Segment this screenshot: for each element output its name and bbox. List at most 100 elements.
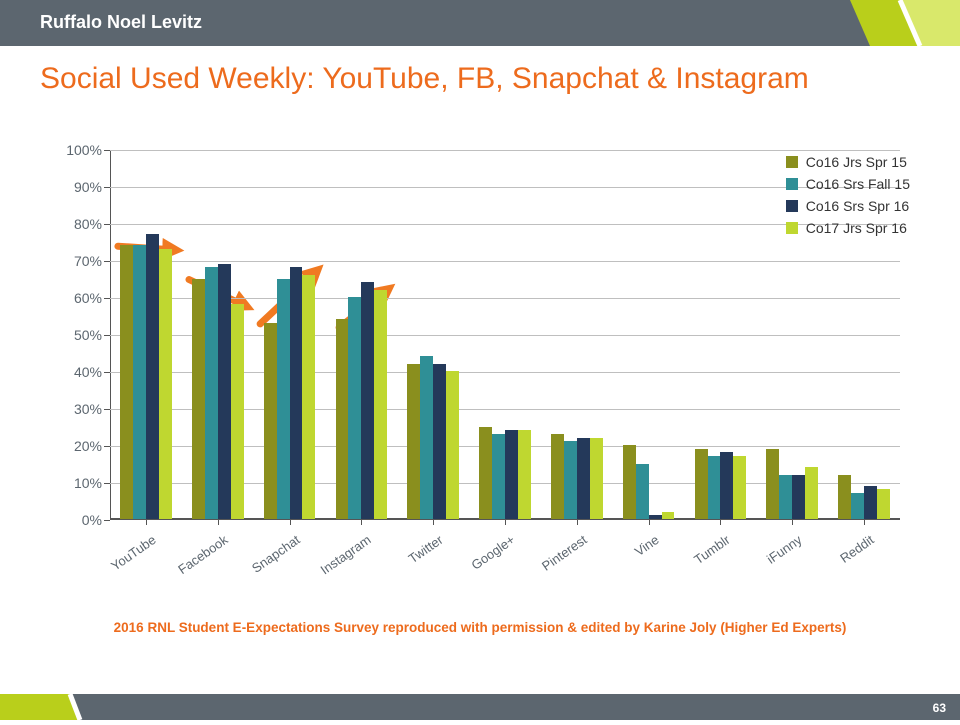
bar — [231, 304, 244, 519]
x-tick — [361, 519, 362, 525]
bar — [348, 297, 361, 519]
y-tick-label: 80% — [54, 216, 102, 232]
legend-label: Co16 Jrs Spr 15 — [806, 154, 907, 170]
bar — [590, 438, 603, 519]
bar — [407, 364, 420, 519]
bar — [479, 427, 492, 520]
x-tick — [146, 519, 147, 525]
legend-swatch — [786, 222, 798, 234]
x-tick-label: Google+ — [468, 532, 517, 573]
x-tick — [649, 519, 650, 525]
x-tick — [218, 519, 219, 525]
bar — [551, 434, 564, 519]
bar — [374, 290, 387, 519]
x-tick-label: Twitter — [406, 532, 446, 566]
chart-container: 0%10%20%30%40%50%60%70%80%90%100%YouTube… — [40, 130, 920, 590]
y-tick-label: 100% — [54, 142, 102, 158]
bar — [877, 489, 890, 519]
bar — [264, 323, 277, 519]
bar — [492, 434, 505, 519]
x-tick-label: Facebook — [175, 532, 230, 577]
bar — [290, 267, 303, 519]
y-tick — [104, 372, 110, 373]
bar — [733, 456, 746, 519]
bar — [518, 430, 531, 519]
gridline — [110, 224, 900, 225]
gridline — [110, 261, 900, 262]
x-tick-label: iFunny — [764, 532, 805, 567]
y-tick — [104, 261, 110, 262]
x-tick — [290, 519, 291, 525]
bar — [192, 279, 205, 520]
bar — [159, 249, 172, 519]
bar — [433, 364, 446, 519]
bar — [505, 430, 518, 519]
bar — [636, 464, 649, 520]
bar — [851, 493, 864, 519]
y-tick-label: 70% — [54, 253, 102, 269]
y-tick — [104, 409, 110, 410]
x-tick — [577, 519, 578, 525]
bar — [218, 264, 231, 519]
slide-title: Social Used Weekly: YouTube, FB, Snapcha… — [40, 62, 809, 96]
bar — [766, 449, 779, 519]
plot-area: 0%10%20%30%40%50%60%70%80%90%100%YouTube… — [110, 150, 900, 520]
legend-item: Co17 Jrs Spr 16 — [786, 220, 910, 236]
bar — [792, 475, 805, 519]
bar — [577, 438, 590, 519]
legend-swatch — [786, 200, 798, 212]
bar — [649, 515, 662, 519]
bottom-accent — [0, 694, 90, 720]
y-tick — [104, 224, 110, 225]
x-tick-label: Pinterest — [539, 532, 590, 574]
x-tick-label: Reddit — [837, 532, 876, 566]
y-tick-label: 50% — [54, 327, 102, 343]
legend: Co16 Jrs Spr 15 Co16 Srs Fall 15 Co16 Srs … — [786, 148, 910, 242]
bar — [623, 445, 636, 519]
y-tick — [104, 298, 110, 299]
bar — [864, 486, 877, 519]
bar — [720, 452, 733, 519]
x-tick — [864, 519, 865, 525]
bar — [336, 319, 349, 519]
legend-swatch — [786, 156, 798, 168]
gridline — [110, 150, 900, 151]
bar — [205, 267, 218, 519]
y-tick-label: 30% — [54, 401, 102, 417]
y-tick — [104, 483, 110, 484]
legend-item: Co16 Jrs Spr 15 — [786, 154, 910, 170]
legend-item: Co16 Srs Fall 15 — [786, 176, 910, 192]
y-tick-label: 20% — [54, 438, 102, 454]
legend-label: Co16 Srs Fall 15 — [806, 176, 910, 192]
x-tick — [720, 519, 721, 525]
y-tick-label: 10% — [54, 475, 102, 491]
bar — [779, 475, 792, 519]
x-tick-label: Tumblr — [692, 532, 733, 567]
x-tick-label: Instagram — [318, 532, 374, 577]
bar — [133, 245, 146, 519]
x-tick — [792, 519, 793, 525]
x-tick — [433, 519, 434, 525]
bar — [662, 512, 675, 519]
y-tick — [104, 335, 110, 336]
x-tick-label: Vine — [631, 532, 661, 559]
y-tick-label: 0% — [54, 512, 102, 528]
bar — [805, 467, 818, 519]
top-accent — [850, 0, 960, 46]
footer-caption: 2016 RNL Student E-Expectations Survey r… — [0, 620, 960, 635]
bar — [146, 234, 159, 519]
page-number: 63 — [933, 701, 946, 715]
bar — [420, 356, 433, 519]
bar — [564, 441, 577, 519]
bar — [695, 449, 708, 519]
legend-label: Co16 Srs Spr 16 — [806, 198, 910, 214]
legend-swatch — [786, 178, 798, 190]
top-bar: Ruffalo Noel Levitz — [0, 0, 960, 46]
y-tick — [104, 187, 110, 188]
bar — [446, 371, 459, 519]
x-tick-label: Snapchat — [249, 532, 303, 576]
brand-text: Ruffalo Noel Levitz — [40, 12, 202, 33]
legend-item: Co16 Srs Spr 16 — [786, 198, 910, 214]
legend-label: Co17 Jrs Spr 16 — [806, 220, 907, 236]
bar — [361, 282, 374, 519]
